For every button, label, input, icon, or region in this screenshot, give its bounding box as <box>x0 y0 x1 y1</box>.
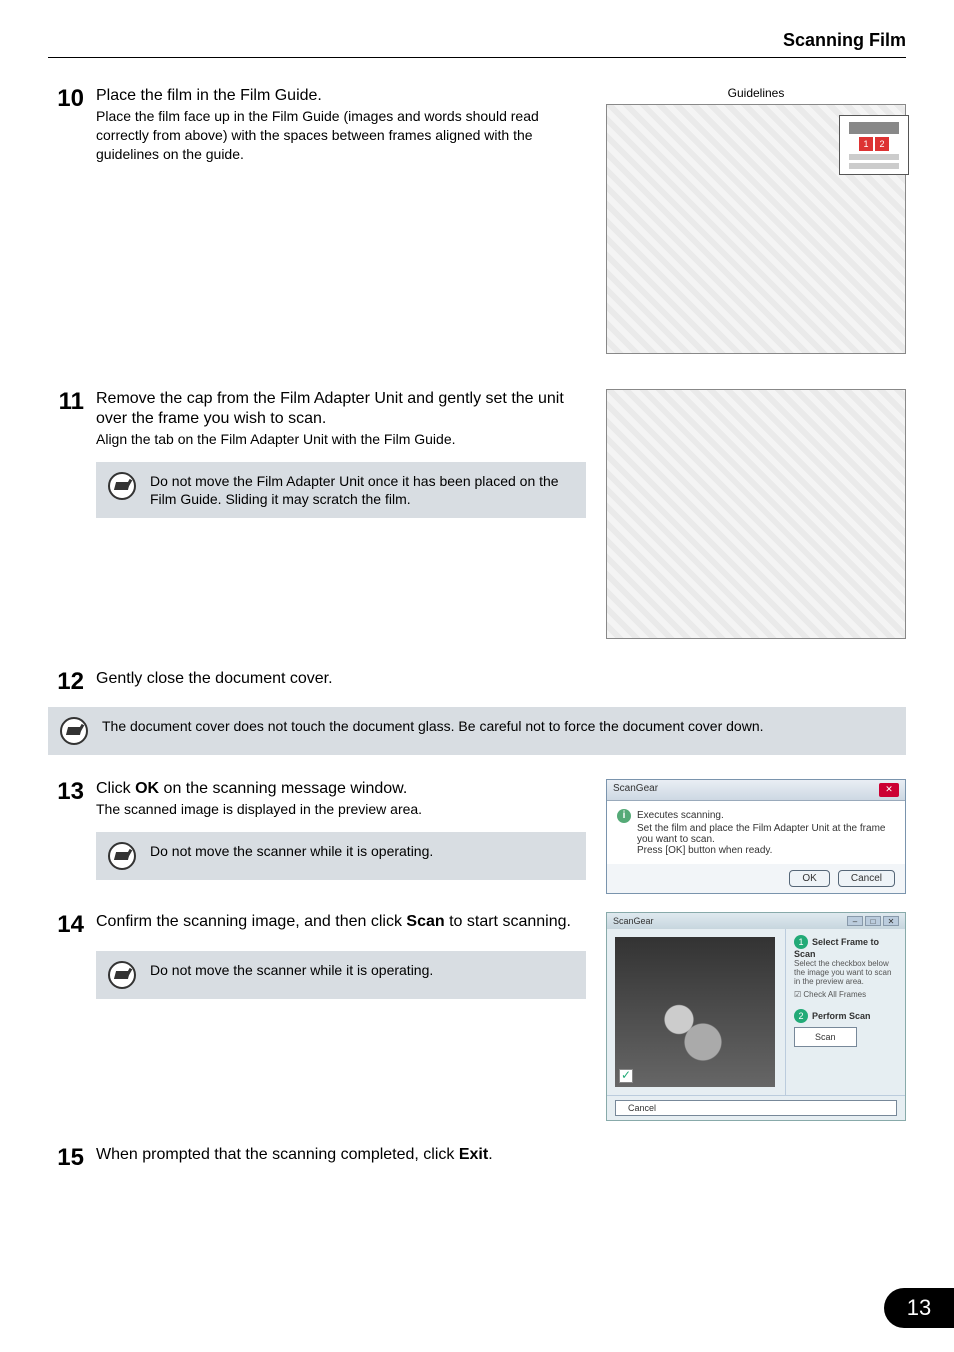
step-14: 14 Confirm the scanning image, and then … <box>48 912 586 938</box>
note-box: The document cover does not touch the do… <box>48 707 906 755</box>
note-box: Do not move the scanner while it is oper… <box>96 832 586 880</box>
side-desc-1: Select the checkbox below the image you … <box>794 959 897 986</box>
step-number: 13 <box>48 779 96 805</box>
ok-button[interactable]: OK <box>789 870 829 887</box>
note-box: Do not move the scanner while it is oper… <box>96 951 586 999</box>
step-title: Place the film in the Film Guide. <box>96 86 586 106</box>
close-icon[interactable]: ✕ <box>883 916 899 926</box>
dialog-title: ScanGear <box>613 783 658 797</box>
check-all-frames[interactable]: ☑ Check All Frames <box>794 990 897 999</box>
side-title-2: Perform Scan <box>812 1011 871 1021</box>
step-number: 14 <box>48 912 96 938</box>
step-12: 12 Gently close the document cover. <box>48 669 906 695</box>
step-badge-2: 2 <box>794 1009 808 1023</box>
dialog-line1: Executes scanning. <box>637 810 724 821</box>
step-11: 11 Remove the cap from the Film Adapter … <box>48 389 586 450</box>
note-text: Do not move the Film Adapter Unit once i… <box>150 472 574 508</box>
step-title: Remove the cap from the Film Adapter Uni… <box>96 389 586 429</box>
dialog-line3: Press [OK] button when ready. <box>637 845 895 856</box>
step-10: 10 Place the film in the Film Guide. Pla… <box>48 86 586 164</box>
step-title: Click OK on the scanning message window. <box>96 779 586 799</box>
step-15: 15 When prompted that the scanning compl… <box>48 1145 906 1171</box>
cancel-button[interactable]: Cancel <box>838 870 895 887</box>
step-number: 10 <box>48 86 96 112</box>
dialog-line2: Set the film and place the Film Adapter … <box>637 823 895 845</box>
step-number: 15 <box>48 1145 96 1171</box>
window-title: ScanGear <box>613 916 654 926</box>
maximize-icon[interactable]: □ <box>865 916 881 926</box>
info-icon: i <box>617 809 631 823</box>
note-icon <box>108 961 136 989</box>
frame-checkbox[interactable] <box>619 1069 633 1083</box>
step-title: When prompted that the scanning complete… <box>96 1145 906 1165</box>
step-description: The scanned image is displayed in the pr… <box>96 801 422 817</box>
guidelines-label: Guidelines <box>606 86 906 100</box>
scan-button[interactable]: Scan <box>794 1027 857 1047</box>
step-description: Align the tab on the Film Adapter Unit w… <box>96 431 456 447</box>
minimize-icon[interactable]: – <box>847 916 863 926</box>
cancel-button[interactable]: Cancel <box>615 1100 897 1116</box>
step-badge-1: 1 <box>794 935 808 949</box>
close-icon[interactable]: ✕ <box>879 783 899 797</box>
guideline-num-1: 1 <box>859 137 873 151</box>
page-number-badge: 13 <box>884 1288 954 1328</box>
guideline-num-2: 2 <box>875 137 889 151</box>
note-box: Do not move the Film Adapter Unit once i… <box>96 462 586 518</box>
page-header: Scanning Film <box>48 30 906 58</box>
guideline-zoom-detail: 1 2 <box>839 115 909 175</box>
note-text: Do not move the scanner while it is oper… <box>150 961 433 979</box>
scangear-message-dialog: ScanGear ✕ i Executes scanning. Set the f… <box>606 779 906 894</box>
step-title: Gently close the document cover. <box>96 669 906 689</box>
note-icon <box>108 472 136 500</box>
note-icon <box>108 842 136 870</box>
note-icon <box>60 717 88 745</box>
note-text: Do not move the scanner while it is oper… <box>150 842 433 860</box>
scanner-film-guide-illustration: 1 2 <box>606 104 906 354</box>
film-adapter-unit-illustration <box>606 389 906 639</box>
step-number: 11 <box>48 389 96 415</box>
step-number: 12 <box>48 669 96 695</box>
step-title: Confirm the scanning image, and then cli… <box>96 912 586 932</box>
note-text: The document cover does not touch the do… <box>102 717 764 735</box>
step-description: Place the film face up in the Film Guide… <box>96 108 539 162</box>
step-13: 13 Click OK on the scanning message wind… <box>48 779 586 820</box>
preview-thumbnail[interactable] <box>615 937 775 1087</box>
scangear-preview-window: ScanGear –□✕ 1Select Frame to Scan Selec… <box>606 912 906 1121</box>
